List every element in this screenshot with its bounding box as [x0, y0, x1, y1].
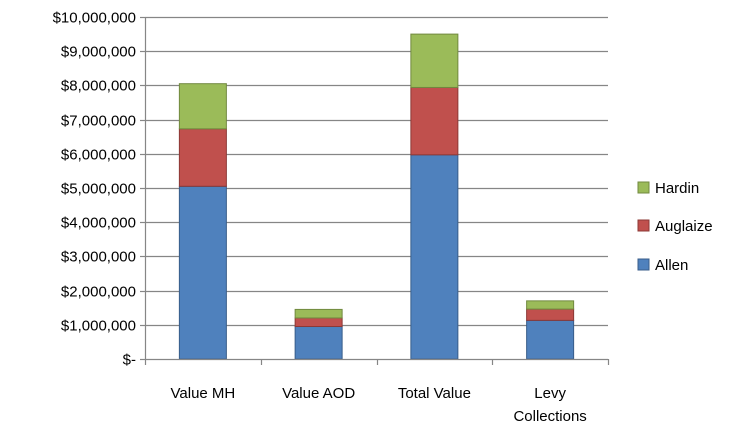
legend-swatch-hardin [637, 181, 650, 194]
y-tick-label: $4,000,000 [61, 215, 136, 232]
bar-segment-hardin [294, 308, 343, 319]
legend-label-allen: Allen [655, 257, 688, 274]
x-tick-label: Levy [534, 385, 566, 402]
bar-segment-hardin [526, 300, 575, 310]
y-tick-label: $6,000,000 [61, 147, 136, 164]
bar-segment-allen [178, 185, 227, 360]
y-tick-label: $9,000,000 [61, 44, 136, 61]
y-tick-label: $5,000,000 [61, 181, 136, 198]
bar-segment-auglaize [526, 308, 575, 321]
legend-swatch-allen [637, 258, 650, 271]
x-tick-label: Total Value [398, 385, 471, 402]
bar-segment-hardin [410, 33, 459, 88]
y-tick-label: $7,000,000 [61, 113, 136, 130]
legend: Hardin Auglaize Allen [637, 180, 713, 274]
legend-label-hardin: Hardin [655, 180, 699, 197]
y-tick-label: $2,000,000 [61, 284, 136, 301]
y-tick-label: $8,000,000 [61, 78, 136, 95]
bar-segment-allen [294, 326, 343, 360]
x-tick-label: Collections [513, 408, 586, 425]
bar-segment-auglaize [178, 128, 227, 187]
bar-segment-auglaize [294, 317, 343, 328]
bar-segment-allen [526, 319, 575, 360]
bar-segment-allen [410, 154, 459, 360]
legend-swatch-auglaize [637, 219, 650, 232]
bar-segment-hardin [178, 83, 227, 130]
y-tick-label: $1,000,000 [61, 318, 136, 335]
y-tick-label: $10,000,000 [53, 10, 136, 27]
y-tick-labels: $- $1,000,000 $2,000,000 $3,000,000 $4,000,0… [53, 10, 136, 369]
x-tick-label: Value AOD [282, 385, 355, 402]
legend-label-auglaize: Auglaize [655, 218, 713, 235]
x-tick-label: Value MH [171, 385, 236, 402]
bar-segment-auglaize [410, 86, 459, 156]
axes [140, 16, 610, 365]
x-tick-labels: Value MH Value AOD Total Value Levy Collecti… [171, 385, 587, 425]
bars [178, 33, 575, 360]
y-tick-label: $3,000,000 [61, 249, 136, 266]
y-tick-label: $- [123, 352, 136, 369]
